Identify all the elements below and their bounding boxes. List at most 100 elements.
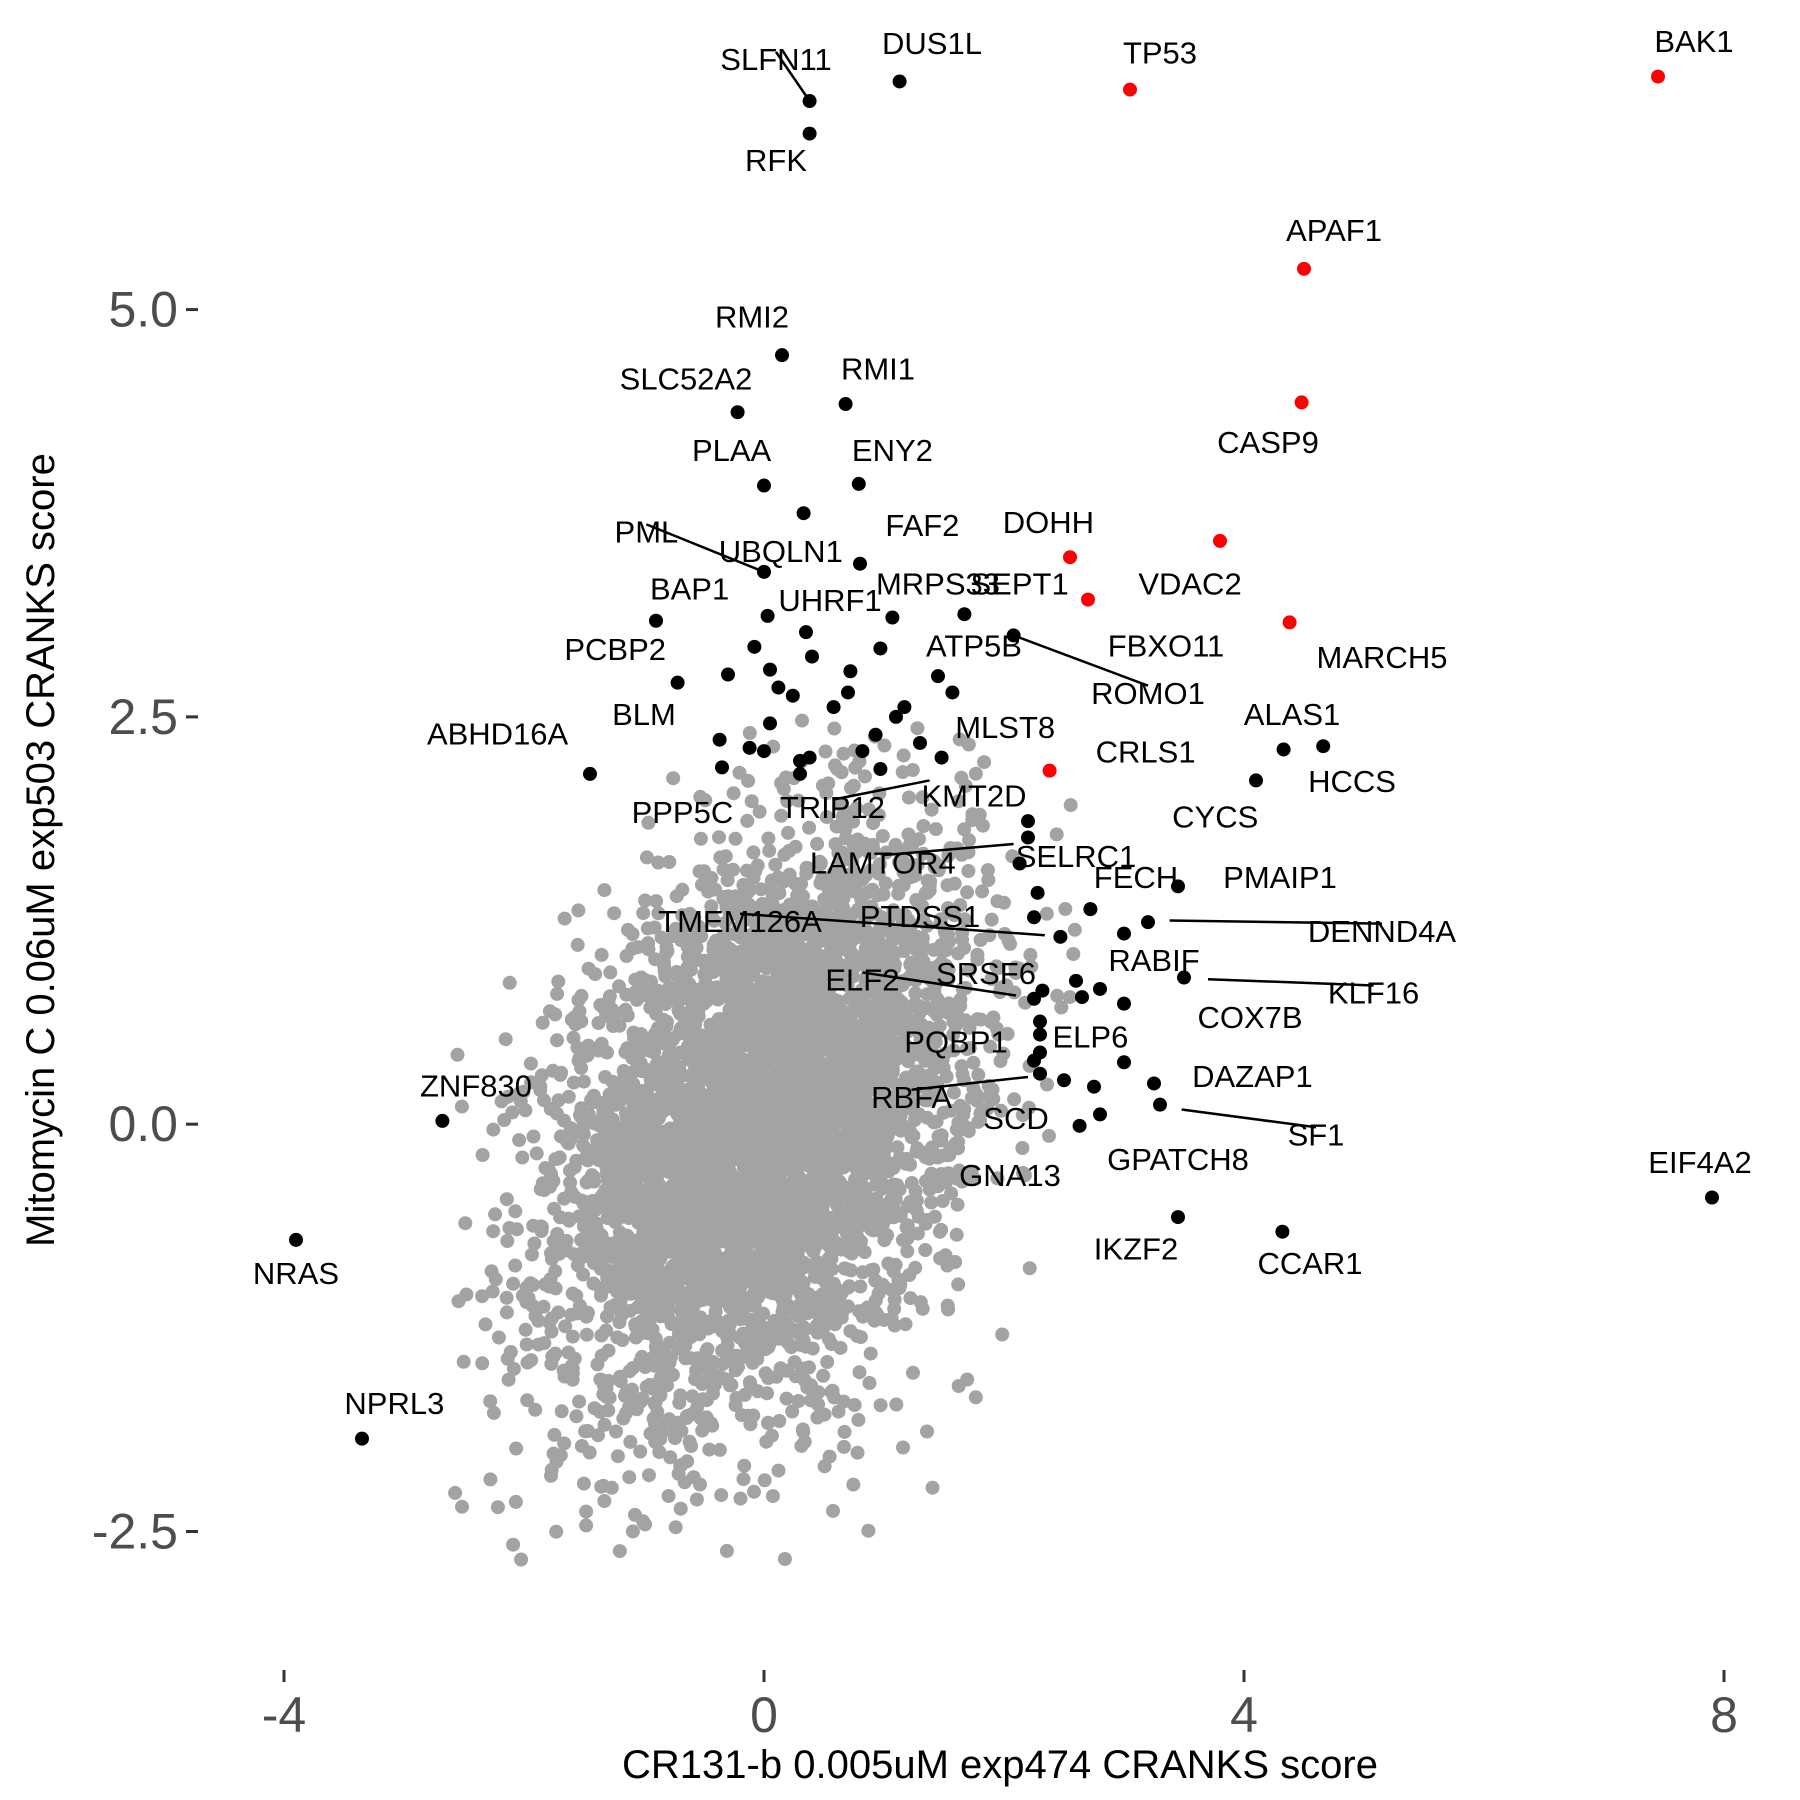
background-point (601, 1205, 616, 1220)
background-point (1067, 922, 1082, 937)
background-point (501, 1089, 516, 1104)
background-point (1017, 1168, 1032, 1183)
background-point (927, 1209, 942, 1224)
background-point (795, 713, 809, 728)
background-point (781, 825, 796, 840)
background-point (851, 1047, 865, 1062)
background-point (724, 1235, 739, 1250)
background-point (895, 1152, 910, 1167)
background-point (603, 965, 618, 980)
background-point (886, 903, 901, 918)
background-point (619, 987, 634, 1002)
background-point (647, 920, 662, 935)
background-point (1003, 936, 1018, 951)
background-point (502, 975, 517, 990)
background-point (768, 857, 783, 872)
background-point (880, 1065, 895, 1080)
leader-line-slfn11 (774, 51, 811, 102)
background-point (580, 1424, 595, 1438)
background-point (608, 1215, 623, 1230)
background-point (765, 1286, 780, 1301)
background-point (835, 809, 850, 824)
background-point (870, 1055, 885, 1070)
background-point (499, 1192, 514, 1207)
background-point (778, 1148, 792, 1163)
background-point (825, 1311, 840, 1326)
background-point (548, 1264, 563, 1279)
background-point (762, 1133, 777, 1148)
background-point (728, 831, 743, 846)
background-point (713, 1271, 728, 1285)
highlighted-points (289, 69, 1719, 1446)
background-point (574, 1193, 589, 1208)
background-point (708, 1304, 723, 1319)
background-point (753, 1003, 768, 1018)
background-point (985, 1082, 1000, 1097)
background-point (878, 915, 893, 930)
background-point (855, 1265, 870, 1280)
background-point (826, 1503, 840, 1518)
background-point (587, 1116, 602, 1131)
background-point (756, 1099, 771, 1114)
background-point (499, 1290, 514, 1305)
background-point (682, 1222, 697, 1237)
background-point (665, 1367, 680, 1382)
background-point (1042, 1128, 1056, 1143)
background-point (726, 1311, 741, 1326)
background-point (656, 1104, 670, 1119)
background-point (649, 894, 664, 909)
background-point (506, 1276, 521, 1291)
background-point (625, 1187, 640, 1202)
background-point (649, 997, 664, 1012)
background-point (863, 1346, 878, 1361)
background-point (744, 990, 759, 1005)
background-point (454, 1099, 469, 1114)
background-point (547, 1201, 562, 1216)
background-point (574, 988, 589, 1003)
background-point (486, 1224, 501, 1239)
background-point (721, 1159, 736, 1174)
background-point (918, 1243, 933, 1257)
background-point (740, 813, 755, 828)
leader-line-sf1 (1181, 1108, 1317, 1129)
background-point (561, 1211, 576, 1226)
background-point (565, 1329, 580, 1344)
background-point (908, 986, 923, 1001)
background-point (695, 1237, 710, 1251)
background-point (599, 1101, 614, 1116)
background-point (841, 1078, 856, 1093)
background-point (673, 1501, 688, 1516)
background-point (839, 1108, 854, 1123)
background-point (508, 1258, 523, 1273)
background-point (626, 1077, 641, 1092)
background-point (780, 794, 795, 809)
background-point (1015, 1141, 1030, 1155)
background-point (800, 1231, 815, 1246)
background-point (515, 1150, 530, 1165)
background-point (802, 1360, 816, 1375)
background-point (955, 1174, 969, 1189)
background-point (665, 1051, 680, 1066)
background-point (811, 1397, 826, 1412)
background-point (509, 1441, 524, 1456)
background-point (836, 1394, 851, 1409)
background-point (623, 1090, 638, 1105)
background-point (649, 1007, 664, 1022)
background-point (969, 1093, 984, 1108)
background-point (930, 1150, 945, 1165)
background-point (758, 1342, 773, 1357)
background-point (699, 1355, 714, 1370)
background-point (581, 961, 596, 976)
background-point (1022, 1100, 1036, 1115)
background-point (846, 1200, 861, 1215)
background-point (538, 1277, 553, 1292)
background-point (774, 808, 789, 823)
background-point (630, 1158, 645, 1173)
background-point (658, 1063, 673, 1078)
background-point (726, 786, 741, 801)
background-point (834, 1242, 849, 1257)
background-point (566, 1075, 581, 1090)
background-point (896, 1233, 910, 1247)
background-point (977, 755, 992, 770)
background-point (902, 1268, 917, 1282)
